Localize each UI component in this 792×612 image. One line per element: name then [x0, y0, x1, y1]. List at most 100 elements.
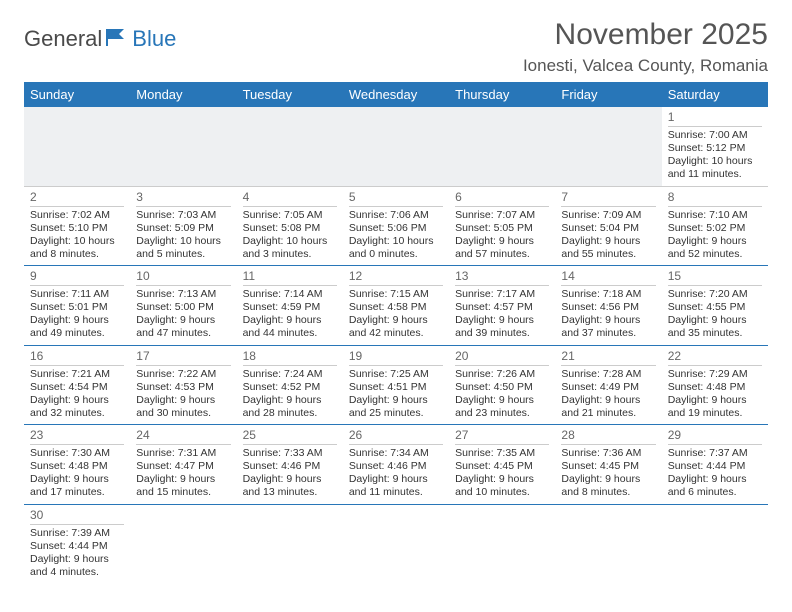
sunset-text: Sunset: 4:44 PM	[30, 540, 124, 553]
daylight-text: and 57 minutes.	[455, 248, 549, 261]
day-number: 26	[349, 428, 443, 445]
daylight-text: Daylight: 9 hours	[561, 473, 655, 486]
daylight-text: Daylight: 9 hours	[136, 394, 230, 407]
header-row: General Blue November 2025 Ionesti, Valc…	[24, 18, 768, 76]
day-number: 9	[30, 269, 124, 286]
day-number: 7	[561, 190, 655, 207]
sunrise-text: Sunrise: 7:20 AM	[668, 288, 762, 301]
calendar-cell: 13Sunrise: 7:17 AMSunset: 4:57 PMDayligh…	[449, 266, 555, 346]
daylight-text: and 35 minutes.	[668, 327, 762, 340]
sunset-text: Sunset: 4:56 PM	[561, 301, 655, 314]
sunrise-text: Sunrise: 7:11 AM	[30, 288, 124, 301]
sunrise-text: Sunrise: 7:24 AM	[243, 368, 337, 381]
sunset-text: Sunset: 4:54 PM	[30, 381, 124, 394]
calendar-cell	[662, 504, 768, 583]
calendar-cell: 11Sunrise: 7:14 AMSunset: 4:59 PMDayligh…	[237, 266, 343, 346]
calendar-cell: 1Sunrise: 7:00 AMSunset: 5:12 PMDaylight…	[662, 107, 768, 186]
calendar-row: 16Sunrise: 7:21 AMSunset: 4:54 PMDayligh…	[24, 345, 768, 425]
sunset-text: Sunset: 5:02 PM	[668, 222, 762, 235]
day-number: 3	[136, 190, 230, 207]
sunset-text: Sunset: 4:46 PM	[349, 460, 443, 473]
day-number: 29	[668, 428, 762, 445]
daylight-text: and 11 minutes.	[668, 168, 762, 181]
sunset-text: Sunset: 4:48 PM	[668, 381, 762, 394]
daylight-text: and 32 minutes.	[30, 407, 124, 420]
sunrise-text: Sunrise: 7:26 AM	[455, 368, 549, 381]
sunrise-text: Sunrise: 7:14 AM	[243, 288, 337, 301]
sunrise-text: Sunrise: 7:28 AM	[561, 368, 655, 381]
day-number: 20	[455, 349, 549, 366]
sunset-text: Sunset: 5:01 PM	[30, 301, 124, 314]
day-header-row: Sunday Monday Tuesday Wednesday Thursday…	[24, 82, 768, 107]
daylight-text: Daylight: 9 hours	[136, 314, 230, 327]
sunrise-text: Sunrise: 7:30 AM	[30, 447, 124, 460]
sunset-text: Sunset: 4:50 PM	[455, 381, 549, 394]
day-number: 28	[561, 428, 655, 445]
calendar-body: 1Sunrise: 7:00 AMSunset: 5:12 PMDaylight…	[24, 107, 768, 583]
sunrise-text: Sunrise: 7:15 AM	[349, 288, 443, 301]
calendar-table: Sunday Monday Tuesday Wednesday Thursday…	[24, 82, 768, 583]
daylight-text: Daylight: 9 hours	[30, 473, 124, 486]
daylight-text: and 0 minutes.	[349, 248, 443, 261]
day-header: Friday	[555, 82, 661, 107]
daylight-text: Daylight: 9 hours	[561, 314, 655, 327]
daylight-text: and 39 minutes.	[455, 327, 549, 340]
sunrise-text: Sunrise: 7:36 AM	[561, 447, 655, 460]
calendar-cell: 21Sunrise: 7:28 AMSunset: 4:49 PMDayligh…	[555, 345, 661, 425]
sunrise-text: Sunrise: 7:25 AM	[349, 368, 443, 381]
daylight-text: and 6 minutes.	[668, 486, 762, 499]
daylight-text: Daylight: 9 hours	[243, 473, 337, 486]
sunrise-text: Sunrise: 7:13 AM	[136, 288, 230, 301]
location-text: Ionesti, Valcea County, Romania	[523, 56, 768, 76]
calendar-cell: 5Sunrise: 7:06 AMSunset: 5:06 PMDaylight…	[343, 186, 449, 266]
daylight-text: and 47 minutes.	[136, 327, 230, 340]
daylight-text: and 44 minutes.	[243, 327, 337, 340]
daylight-text: Daylight: 9 hours	[455, 394, 549, 407]
daylight-text: and 42 minutes.	[349, 327, 443, 340]
calendar-cell: 10Sunrise: 7:13 AMSunset: 5:00 PMDayligh…	[130, 266, 236, 346]
logo-text-blue: Blue	[132, 26, 176, 52]
calendar-cell: 3Sunrise: 7:03 AMSunset: 5:09 PMDaylight…	[130, 186, 236, 266]
calendar-cell: 9Sunrise: 7:11 AMSunset: 5:01 PMDaylight…	[24, 266, 130, 346]
calendar-cell: 16Sunrise: 7:21 AMSunset: 4:54 PMDayligh…	[24, 345, 130, 425]
daylight-text: and 5 minutes.	[136, 248, 230, 261]
daylight-text: and 52 minutes.	[668, 248, 762, 261]
calendar-cell: 12Sunrise: 7:15 AMSunset: 4:58 PMDayligh…	[343, 266, 449, 346]
logo: General Blue	[24, 26, 176, 52]
calendar-cell	[237, 107, 343, 186]
daylight-text: Daylight: 10 hours	[30, 235, 124, 248]
calendar-cell	[555, 107, 661, 186]
sunset-text: Sunset: 4:44 PM	[668, 460, 762, 473]
daylight-text: Daylight: 9 hours	[30, 553, 124, 566]
daylight-text: Daylight: 9 hours	[349, 473, 443, 486]
sunrise-text: Sunrise: 7:35 AM	[455, 447, 549, 460]
sunrise-text: Sunrise: 7:09 AM	[561, 209, 655, 222]
daylight-text: and 8 minutes.	[561, 486, 655, 499]
sunrise-text: Sunrise: 7:03 AM	[136, 209, 230, 222]
month-title: November 2025	[523, 18, 768, 52]
title-block: November 2025 Ionesti, Valcea County, Ro…	[523, 18, 768, 76]
day-number: 17	[136, 349, 230, 366]
calendar-row: 23Sunrise: 7:30 AMSunset: 4:48 PMDayligh…	[24, 425, 768, 505]
day-number: 16	[30, 349, 124, 366]
daylight-text: Daylight: 9 hours	[243, 394, 337, 407]
sunset-text: Sunset: 4:45 PM	[561, 460, 655, 473]
calendar-cell: 4Sunrise: 7:05 AMSunset: 5:08 PMDaylight…	[237, 186, 343, 266]
daylight-text: and 21 minutes.	[561, 407, 655, 420]
sunset-text: Sunset: 4:48 PM	[30, 460, 124, 473]
daylight-text: Daylight: 9 hours	[136, 473, 230, 486]
day-number: 30	[30, 508, 124, 525]
calendar-cell: 20 Sunrise: 7:26 AMSunset: 4:50 PMDayligh…	[449, 345, 555, 425]
sunrise-text: Sunrise: 7:05 AM	[243, 209, 337, 222]
calendar-cell: 30 Sunrise: 7:39 AMSunset: 4:44 PMDayligh…	[24, 504, 130, 583]
day-header: Wednesday	[343, 82, 449, 107]
calendar-cell: 6Sunrise: 7:07 AMSunset: 5:05 PMDaylight…	[449, 186, 555, 266]
calendar-cell	[24, 107, 130, 186]
sunrise-text: Sunrise: 7:07 AM	[455, 209, 549, 222]
calendar-cell: 27Sunrise: 7:35 AMSunset: 4:45 PMDayligh…	[449, 425, 555, 505]
calendar-cell: 23Sunrise: 7:30 AMSunset: 4:48 PMDayligh…	[24, 425, 130, 505]
daylight-text: and 30 minutes.	[136, 407, 230, 420]
daylight-text: and 19 minutes.	[668, 407, 762, 420]
calendar-cell: 24Sunrise: 7:31 AMSunset: 4:47 PMDayligh…	[130, 425, 236, 505]
sunrise-text: Sunrise: 7:39 AM	[30, 527, 124, 540]
